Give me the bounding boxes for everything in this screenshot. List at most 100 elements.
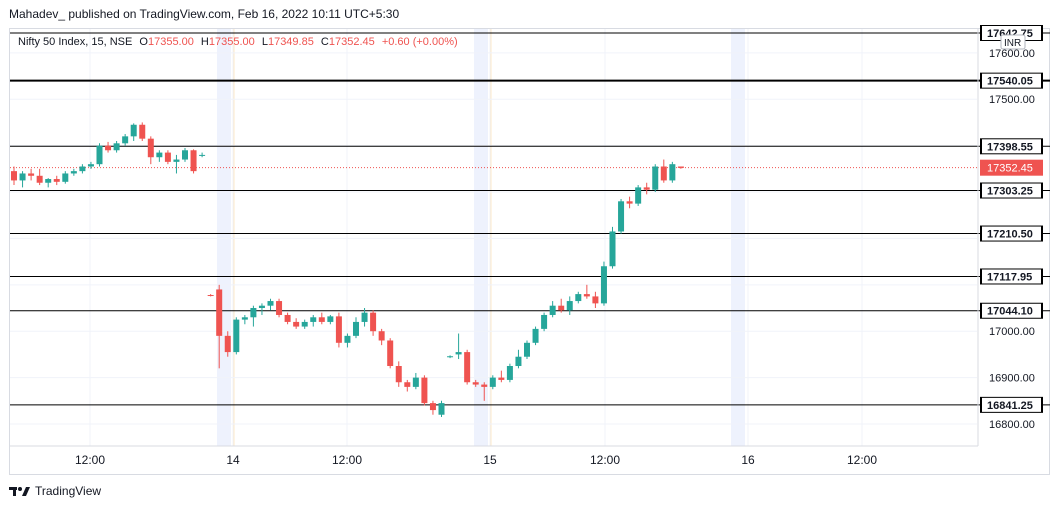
candle xyxy=(524,340,530,360)
time-tick-label: 14 xyxy=(226,453,240,467)
price-tick-label: 16800.00 xyxy=(989,419,1035,431)
candle-body xyxy=(199,154,206,156)
candle xyxy=(318,312,325,325)
candle xyxy=(113,140,120,153)
level-price-tag-inner xyxy=(982,226,1041,241)
candle-body xyxy=(293,321,300,327)
candle xyxy=(276,298,283,318)
candle-body xyxy=(404,382,411,387)
time-tick-label: 12:00 xyxy=(590,453,620,467)
candle xyxy=(207,294,214,297)
candle-body xyxy=(583,294,590,297)
candle-body xyxy=(643,187,650,190)
candle xyxy=(370,310,377,336)
candle-body xyxy=(344,335,351,343)
candle-body xyxy=(224,335,231,353)
candle xyxy=(541,312,548,332)
candle-body xyxy=(233,319,240,353)
candle-body xyxy=(421,377,428,404)
candle-body xyxy=(652,166,659,190)
tradingview-logo-icon xyxy=(9,487,30,496)
open-value: 17355.00 xyxy=(148,36,194,48)
high-label: H xyxy=(201,36,209,48)
candle-body xyxy=(635,187,642,204)
close-label: C xyxy=(321,36,329,48)
candle-body xyxy=(79,166,86,172)
candle-body xyxy=(549,305,556,315)
candle xyxy=(199,152,206,158)
candle xyxy=(173,154,180,174)
candle xyxy=(549,301,556,318)
candle xyxy=(498,370,505,383)
candle-body xyxy=(216,289,223,336)
candle xyxy=(344,333,351,348)
candle xyxy=(147,136,154,165)
level-price-tag-inner xyxy=(982,139,1041,154)
candle-body xyxy=(318,317,325,322)
candle-body xyxy=(481,384,488,387)
candle-body xyxy=(438,403,445,415)
level-price-tag-inner xyxy=(982,26,1041,40)
candle xyxy=(506,363,513,383)
candle-body xyxy=(618,201,625,232)
candle xyxy=(19,171,26,188)
publisher-header: Mahadev_ published on TradingView.com, F… xyxy=(9,7,399,21)
session-band-15 xyxy=(474,29,488,446)
candle xyxy=(224,331,231,357)
candle-body xyxy=(310,317,317,322)
time-tick-label: 12:00 xyxy=(332,453,362,467)
candle xyxy=(677,166,684,169)
candle-body xyxy=(276,301,283,315)
candle xyxy=(652,164,659,193)
level-price-label: 16841.25 xyxy=(987,400,1033,412)
candle xyxy=(583,284,590,299)
symbol-name: Nifty 50 Index, 15, NSE xyxy=(18,36,132,48)
candle-body xyxy=(447,356,454,358)
candles xyxy=(11,122,684,418)
candle xyxy=(515,349,522,369)
candle-body xyxy=(258,305,265,309)
candle-body xyxy=(498,377,505,380)
candle xyxy=(53,175,60,186)
candle xyxy=(250,305,257,327)
candle-body xyxy=(284,314,291,322)
candle xyxy=(404,379,411,392)
level-price-tag-inner xyxy=(982,269,1041,284)
low-value: 17349.85 xyxy=(268,36,314,48)
session-band-16 xyxy=(731,29,745,446)
session-band-14 xyxy=(217,29,231,446)
candle-body xyxy=(173,159,180,162)
candle-body xyxy=(455,352,462,355)
candle-body xyxy=(139,124,146,139)
candle xyxy=(643,182,650,195)
last-price-tag xyxy=(980,159,1043,176)
candle-body xyxy=(541,314,548,329)
candle xyxy=(472,379,479,387)
candle-body xyxy=(558,305,565,311)
candle xyxy=(575,291,582,304)
candle xyxy=(139,122,146,141)
level-price-label: 17044.10 xyxy=(987,306,1033,318)
chart-frame[interactable] xyxy=(9,28,1050,475)
candle xyxy=(626,196,633,209)
candle xyxy=(429,400,436,415)
candle xyxy=(190,149,197,174)
grid-lines xyxy=(10,29,977,446)
candle xyxy=(412,372,419,390)
candle-body xyxy=(592,296,599,304)
candle xyxy=(421,375,428,406)
candle xyxy=(447,355,454,359)
candle xyxy=(216,284,223,369)
candle xyxy=(455,333,462,360)
candle-body xyxy=(524,342,530,357)
footer-brand: TradingView xyxy=(35,484,102,498)
candle-body xyxy=(164,152,171,162)
candle-body xyxy=(130,124,137,137)
candle-body xyxy=(36,175,43,183)
candle-body xyxy=(626,201,633,204)
candle xyxy=(353,317,359,339)
candle-body xyxy=(677,166,684,168)
candle-body xyxy=(464,352,471,383)
candle xyxy=(558,298,565,313)
